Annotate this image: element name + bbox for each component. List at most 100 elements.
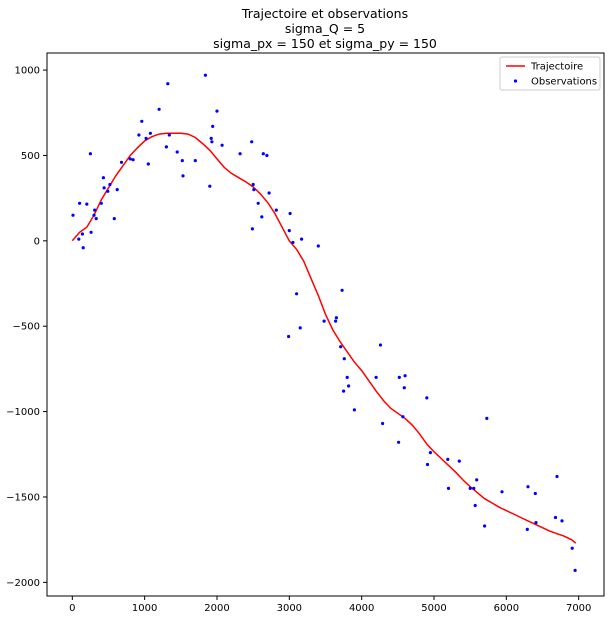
y-tick-label: 1000 (15, 66, 40, 77)
x-tick-label: 4000 (349, 603, 374, 614)
observation-point (334, 316, 338, 320)
observation-point (102, 186, 106, 190)
observation-point (374, 375, 378, 379)
observation-point (92, 213, 96, 217)
legend-label: Observations (531, 77, 597, 88)
observation-point (555, 474, 559, 479)
observation-point (106, 189, 110, 193)
observation-point (401, 415, 405, 419)
observation-point (128, 157, 132, 161)
y-tick-label: 500 (21, 151, 40, 162)
observation-point (397, 375, 401, 379)
observation-point (209, 136, 213, 140)
observation-point (526, 485, 530, 489)
observation-point (534, 521, 538, 525)
observation-point (288, 211, 292, 216)
observation-point (397, 440, 401, 444)
observation-point (208, 184, 212, 188)
y-axis: −2000 −1500 −1000 −500 0 500 1000 (6, 66, 47, 589)
x-tick-label: 7000 (566, 603, 591, 614)
observation-point (210, 140, 214, 144)
observation-point (137, 133, 141, 137)
y-tick-label: −1000 (6, 407, 40, 418)
observation-point (381, 421, 385, 426)
observation-point (475, 478, 479, 482)
x-axis: 0 1000 2000 3000 4000 5000 6000 7000 (69, 596, 591, 614)
observation-point (81, 246, 85, 250)
observation-point (250, 140, 254, 144)
observation-point (485, 416, 489, 420)
observation-point (78, 201, 82, 205)
observation-point (352, 408, 356, 412)
observation-point (167, 133, 171, 137)
observation-point (175, 150, 179, 154)
observation-point (250, 227, 254, 231)
title-line-1: Trajectoire et observations (241, 6, 408, 21)
observation-point (94, 217, 98, 221)
observation-point (238, 152, 242, 156)
x-tick-label: 2000 (204, 603, 229, 614)
observation-point (193, 159, 197, 163)
observation-point (287, 334, 291, 339)
legend: Trajectoire Observations (499, 56, 601, 91)
observation-point (570, 546, 574, 550)
observation-point (339, 345, 343, 349)
observation-point (119, 160, 124, 164)
observation-point (144, 136, 148, 140)
observation-point (345, 375, 349, 379)
observation-point (256, 201, 260, 205)
series-trajectoire-line (71, 132, 577, 544)
observation-point (131, 158, 135, 162)
observation-point (316, 244, 320, 248)
observation-point (274, 208, 278, 212)
x-tick-label: 3000 (277, 603, 302, 614)
plot-area (46, 52, 605, 597)
observation-point (80, 232, 84, 236)
observation-point (573, 568, 577, 573)
observation-point (402, 386, 406, 390)
series-layer (71, 73, 577, 573)
observation-point (220, 143, 224, 147)
observation-point (295, 292, 299, 296)
observation-point (291, 240, 295, 245)
x-tick-label: 6000 (494, 603, 519, 614)
observation-point (99, 201, 103, 205)
observation-point (428, 451, 432, 455)
observation-point (472, 486, 476, 490)
observation-point (457, 459, 461, 463)
observation-point (267, 191, 271, 195)
observation-point (403, 374, 407, 378)
observation-point (148, 131, 152, 135)
y-tick-label: −2000 (6, 578, 40, 589)
observation-point (71, 213, 75, 217)
observation-point (483, 524, 487, 528)
observation-point (261, 152, 265, 156)
observation-point (157, 107, 161, 111)
observation-point (425, 462, 430, 467)
observation-point (115, 188, 119, 192)
observation-point (77, 237, 81, 241)
observation-point (553, 515, 558, 520)
chart-title: Trajectoire et observations sigma_Q = 5 … (213, 6, 437, 51)
x-tick-label: 5000 (421, 603, 446, 614)
observation-point (88, 152, 92, 156)
observation-point (473, 503, 477, 508)
observation-point (140, 119, 144, 123)
title-line-3: sigma_px = 150 et sigma_py = 150 (213, 36, 437, 51)
observation-point (446, 457, 450, 461)
observation-point (342, 357, 346, 361)
observation-point (322, 319, 326, 323)
observation-point (298, 326, 302, 330)
observation-point (203, 73, 207, 77)
legend-label: Trajectoire (530, 62, 583, 73)
observation-point (533, 491, 537, 496)
y-tick-label: 0 (34, 236, 40, 247)
observation-point (300, 237, 304, 241)
observation-point (146, 162, 150, 166)
observation-point (215, 109, 219, 113)
observation-point (164, 145, 168, 149)
observation-point (525, 527, 529, 532)
y-tick-label: −1500 (6, 492, 40, 503)
observation-point (340, 288, 344, 292)
